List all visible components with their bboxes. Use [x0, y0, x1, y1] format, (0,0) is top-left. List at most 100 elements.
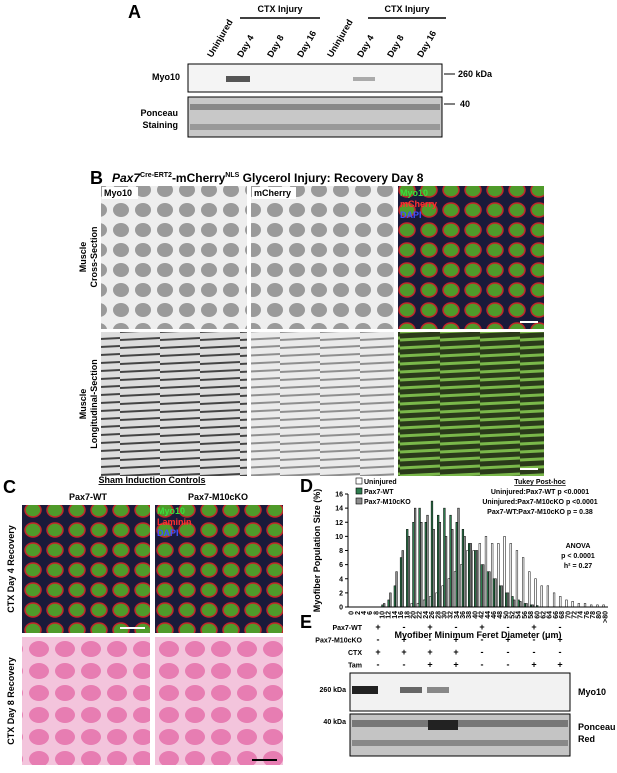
- condition-sign: +: [401, 647, 406, 657]
- blot-band: [353, 77, 375, 81]
- x-tick-label: 44: [485, 611, 492, 619]
- x-tick-label: 70: [565, 611, 572, 619]
- x-tick-label: 20: [411, 611, 418, 619]
- x-tick-label: 22: [417, 611, 424, 619]
- lane-label: Uninjured: [205, 18, 235, 59]
- bar: [503, 536, 506, 608]
- bar: [552, 592, 556, 608]
- condition-sign: -: [377, 635, 380, 645]
- bar: [515, 550, 519, 608]
- annotation: p < 0.0001: [561, 553, 595, 560]
- x-tick-label: 60: [534, 611, 541, 619]
- bar: [559, 596, 562, 608]
- merge-label: Laminin: [157, 517, 192, 527]
- bar: [500, 585, 503, 608]
- x-tick-label: 78: [590, 611, 597, 619]
- bar: [497, 543, 500, 608]
- x-tick-label: 68: [559, 611, 566, 619]
- bar: [437, 514, 440, 608]
- bar: [412, 522, 415, 608]
- row-label: CTX Day 8 Recovery: [6, 657, 16, 745]
- micrograph: [155, 505, 283, 633]
- lane-label: Day 16: [295, 29, 318, 59]
- bar: [444, 536, 448, 608]
- y-tick-label: 6: [339, 562, 343, 569]
- micrograph: [251, 186, 394, 329]
- y-tick-label: 16: [335, 492, 343, 499]
- condition-sign: +: [453, 647, 458, 657]
- lane-label: Day 16: [415, 29, 438, 59]
- panel-letter: C: [3, 477, 16, 497]
- bar: [457, 507, 460, 608]
- y-axis-label: Myofiber Population Size (%): [312, 489, 322, 613]
- annotation: Uninjured:Pax7-M10cKO p <0.0001: [482, 499, 597, 506]
- bar: [565, 599, 568, 608]
- row-label: Cross-Section: [89, 226, 99, 287]
- micrograph: [101, 332, 247, 476]
- x-tick-label: 34: [454, 611, 461, 619]
- bar: [466, 550, 469, 608]
- micrograph: [398, 186, 544, 329]
- bar: [468, 543, 471, 608]
- micrograph: [251, 332, 394, 476]
- condition-sign: +: [479, 622, 484, 632]
- x-tick-label: 16: [398, 611, 405, 619]
- x-tick-label: 52: [510, 611, 517, 619]
- condition-sign: -: [533, 647, 536, 657]
- x-tick-label: 2: [355, 611, 362, 615]
- y-tick-label: 0: [339, 605, 343, 612]
- x-tick-label: 62: [541, 611, 548, 619]
- bar: [540, 585, 543, 608]
- bar: [522, 557, 525, 608]
- bar: [435, 592, 438, 608]
- x-tick-label: 8: [373, 611, 380, 615]
- blot-band: [190, 104, 440, 110]
- panel-title: Pax7Cre-ERT2-mCherryNLS Glycerol Injury:…: [112, 171, 424, 185]
- blot: [187, 96, 443, 138]
- blot-band: [428, 720, 458, 730]
- condition-sign: -: [481, 660, 484, 670]
- bar: [474, 550, 477, 608]
- x-tick-label: 54: [516, 611, 523, 619]
- bar: [407, 536, 411, 608]
- micrograph: [22, 637, 150, 765]
- panel-letter: A: [128, 2, 141, 22]
- condition-sign: +: [453, 635, 458, 645]
- bar: [505, 592, 508, 608]
- bar: [478, 543, 481, 608]
- row-label: Muscle: [78, 389, 88, 420]
- bar: [484, 536, 488, 608]
- bar: [399, 557, 403, 608]
- y-tick-label: 12: [335, 520, 343, 527]
- row-label: Longitudinal-Section: [89, 359, 99, 449]
- bar: [401, 550, 404, 608]
- bar: [395, 571, 398, 608]
- bar: [577, 603, 580, 608]
- label-bg: [102, 187, 138, 199]
- x-tick-label: 24: [423, 611, 430, 619]
- blot-band: [352, 720, 568, 727]
- bar: [486, 571, 489, 608]
- lane-label: Day 8: [385, 33, 406, 59]
- condition-sign: +: [531, 660, 536, 670]
- lane-label: Day 8: [265, 33, 286, 59]
- bar: [443, 507, 446, 608]
- bar: [418, 507, 421, 608]
- row-label: Staining: [143, 120, 179, 130]
- bar: [430, 500, 434, 608]
- x-tick-label: 72: [571, 611, 578, 619]
- panel-title: Sham Induction Controls: [99, 475, 206, 485]
- condition-sign: +: [427, 660, 432, 670]
- condition-sign: +: [557, 635, 562, 645]
- bar: [517, 599, 520, 608]
- condition-label: Pax7-M10cKO: [315, 638, 362, 645]
- x-tick-label: 14: [392, 611, 399, 619]
- bar: [463, 536, 466, 608]
- x-tick-label: 74: [578, 611, 585, 619]
- blot-band: [427, 687, 449, 693]
- merge-label: Myo10: [157, 506, 185, 516]
- annotation: Uninjured:Pax7-WT p <0.0001: [491, 489, 589, 496]
- group-label: CTX Injury: [257, 4, 302, 14]
- column-label: Pax7-WT: [69, 492, 108, 502]
